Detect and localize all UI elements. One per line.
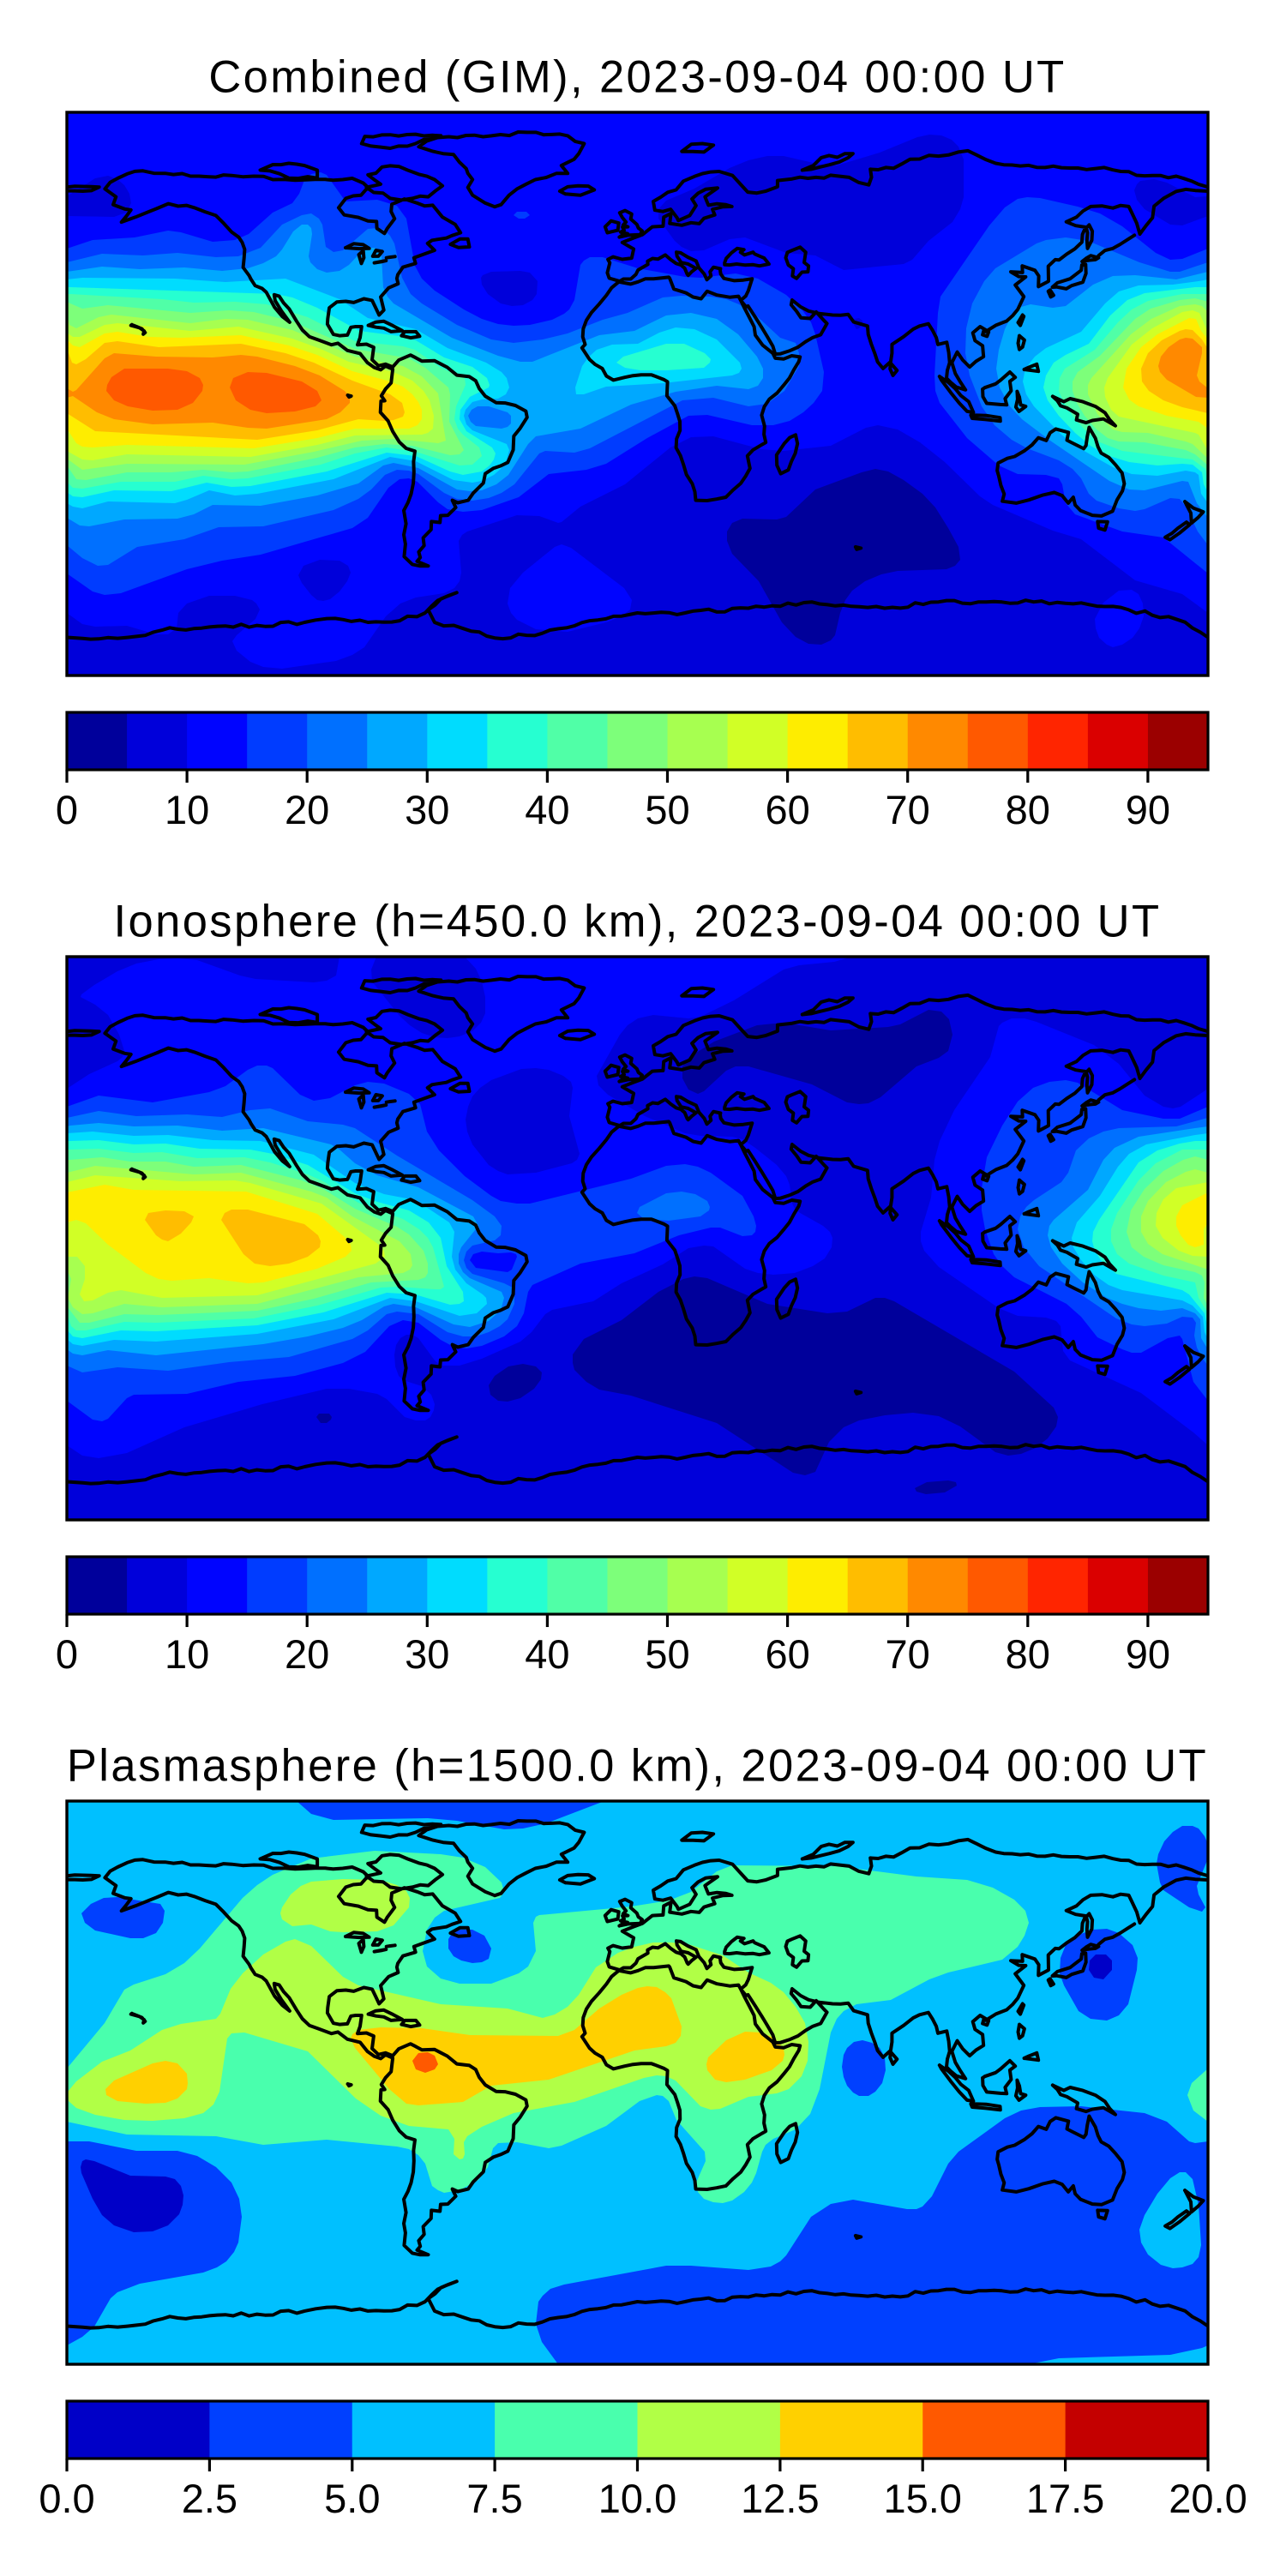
svg-text:Combined (GIM), 2023-09-04 00:: Combined (GIM), 2023-09-04 00:00 UT: [208, 52, 1066, 103]
svg-text:17.5: 17.5: [1026, 2476, 1104, 2521]
svg-text:Ionosphere (h=450.0 km), 2023: Ionosphere (h=450.0 km), 2023-09-04 00:0…: [114, 897, 1162, 947]
svg-text:5.0: 5.0: [324, 2476, 380, 2521]
svg-text:7.5: 7.5: [466, 2476, 522, 2521]
svg-text:80: 80: [1006, 1631, 1050, 1677]
svg-text:60: 60: [765, 1631, 809, 1677]
svg-text:90: 90: [1126, 1631, 1170, 1677]
svg-text:60: 60: [765, 787, 809, 832]
svg-text:40: 40: [525, 1631, 569, 1677]
svg-text:15.0: 15.0: [883, 2476, 961, 2521]
svg-text:10: 10: [165, 787, 209, 832]
svg-text:20: 20: [285, 787, 329, 832]
svg-text:70: 70: [886, 787, 930, 832]
svg-text:2.5: 2.5: [182, 2476, 237, 2521]
svg-text:20: 20: [285, 1631, 329, 1677]
svg-text:20.0: 20.0: [1169, 2476, 1247, 2521]
svg-text:0.0: 0.0: [39, 2476, 94, 2521]
svg-text:Plasmasphere (h=1500.0 km), 20: Plasmasphere (h=1500.0 km), 2023-09-04 0…: [67, 1741, 1208, 1792]
svg-text:12.5: 12.5: [741, 2476, 819, 2521]
svg-text:10.0: 10.0: [598, 2476, 676, 2521]
svg-text:10: 10: [165, 1631, 209, 1677]
svg-text:0: 0: [56, 787, 78, 832]
svg-text:50: 50: [645, 1631, 689, 1677]
svg-text:40: 40: [525, 787, 569, 832]
svg-text:0: 0: [56, 1631, 78, 1677]
svg-text:70: 70: [886, 1631, 930, 1677]
svg-text:30: 30: [405, 1631, 449, 1677]
svg-text:90: 90: [1126, 787, 1170, 832]
svg-text:30: 30: [405, 787, 449, 832]
svg-text:50: 50: [645, 787, 689, 832]
svg-text:80: 80: [1006, 787, 1050, 832]
